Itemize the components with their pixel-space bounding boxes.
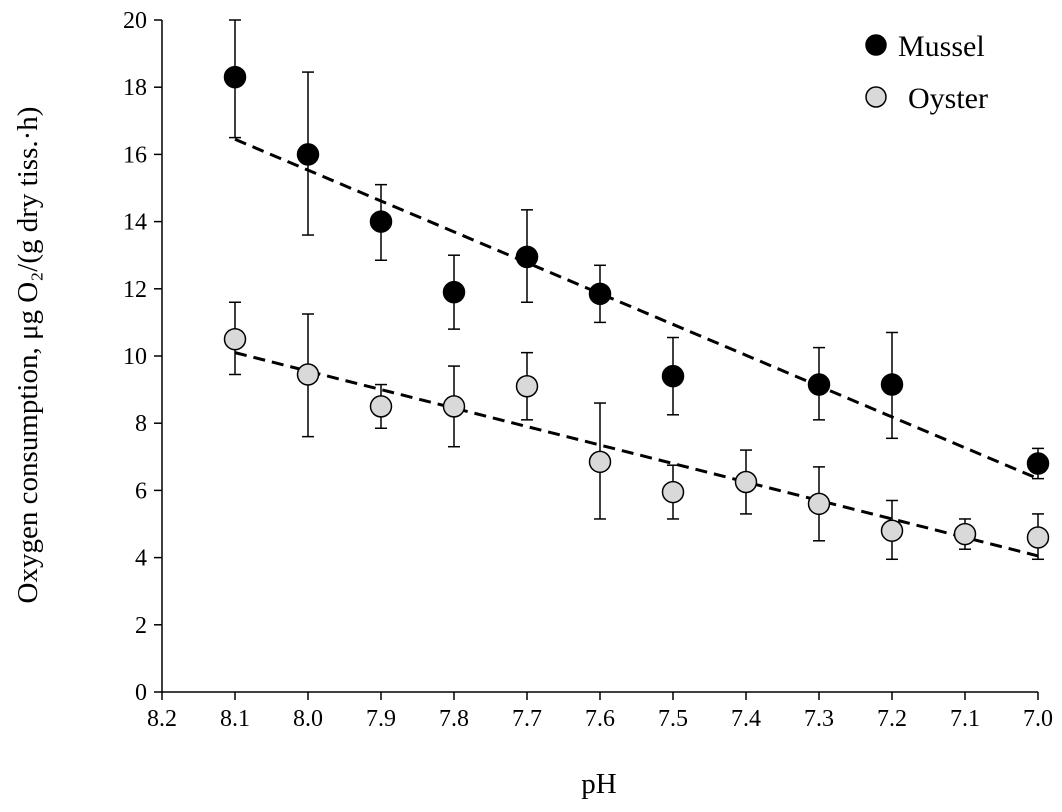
- trendlines: [234, 137, 1039, 558]
- y-tick-label: 18: [123, 75, 147, 101]
- x-tick-label: 8.1: [220, 706, 250, 732]
- data-point-oyster: [296, 363, 320, 386]
- x-tick-label: 7.6: [585, 706, 615, 732]
- x-tick-label: 8.2: [147, 706, 177, 732]
- data-point-oyster: [515, 374, 539, 398]
- data-point-oyster: [1026, 526, 1050, 549]
- legend-marker-oyster: [865, 86, 887, 108]
- trendline-oyster: [234, 351, 1039, 558]
- data-point-mussel: [296, 143, 320, 166]
- data-point-mussel: [807, 373, 831, 396]
- x-tick-label: 7.2: [877, 706, 907, 732]
- tick-labels: 0 2 4 6 8 10 12 14 16 18 20 8.2 8.1 8.0 7.9 7.8 7.7 7.6 7.…: [123, 8, 1053, 732]
- y-tick-label: 0: [135, 680, 147, 706]
- y-tick-label: 4: [135, 546, 147, 572]
- x-tick-label: 7.1: [950, 706, 980, 732]
- data-point-oyster: [369, 395, 393, 418]
- y-tick-label: 20: [123, 8, 147, 34]
- data-point-mussel: [1026, 452, 1050, 475]
- data-point-oyster: [953, 522, 977, 546]
- data-point-mussel: [369, 210, 393, 233]
- legend-label-mussel: Mussel: [898, 30, 985, 63]
- y-tick-label: 10: [123, 344, 147, 370]
- data-point-oyster: [734, 470, 758, 494]
- x-tick-label: 7.4: [731, 706, 761, 732]
- legend-marker-mussel: [865, 34, 887, 56]
- data-point-oyster: [661, 480, 685, 504]
- y-axis-title: Oxygen consumption, μg O₂/(g dry tiss.·h…: [12, 107, 44, 604]
- y-tick-label: 16: [123, 142, 147, 168]
- data-point-mussel: [661, 364, 685, 388]
- y-tick-label: 12: [123, 277, 147, 303]
- data-point-mussel: [442, 280, 466, 304]
- data-point-oyster: [223, 327, 247, 351]
- y-tick-label: 14: [123, 210, 147, 236]
- axes: [154, 19, 1039, 700]
- data-point-oyster: [880, 519, 904, 542]
- x-tick-label: 7.0: [1023, 706, 1053, 732]
- legend-label-oyster: Oyster: [908, 82, 988, 115]
- x-axis-title: pH: [581, 768, 617, 800]
- legend: Mussel Oyster: [865, 30, 988, 115]
- data-point-mussel: [223, 65, 247, 89]
- data-point-mussel: [588, 282, 612, 306]
- data-point-oyster: [588, 450, 612, 474]
- x-tick-label: 8.0: [293, 706, 323, 732]
- x-tick-label: 7.8: [439, 706, 469, 732]
- y-tick-label: 8: [135, 411, 147, 437]
- trendline-mussel: [234, 137, 1039, 481]
- x-tick-label: 7.9: [366, 706, 396, 732]
- y-tick-label: 6: [135, 478, 147, 504]
- x-tick-label: 7.7: [512, 706, 542, 732]
- data-point-oyster: [442, 395, 466, 418]
- x-tick-label: 7.3: [804, 706, 834, 732]
- data-point-mussel: [880, 373, 904, 396]
- x-tick-label: 7.5: [658, 706, 688, 732]
- data-point-mussel: [515, 245, 539, 269]
- data-points: [223, 65, 1050, 549]
- y-tick-label: 2: [135, 613, 147, 639]
- data-point-oyster: [807, 492, 831, 516]
